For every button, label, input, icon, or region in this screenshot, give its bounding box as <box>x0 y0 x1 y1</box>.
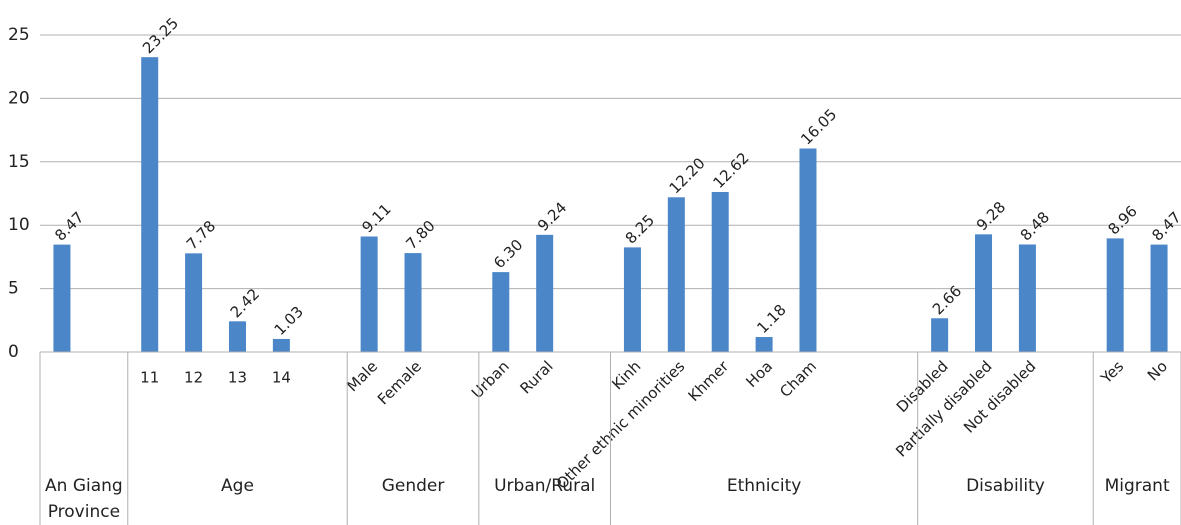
data-label: 9.24 <box>534 198 570 234</box>
x-tick-label: Khmer <box>685 357 733 405</box>
data-label: 7.78 <box>183 217 219 253</box>
bar <box>1150 244 1168 352</box>
data-label: 2.42 <box>227 285 263 321</box>
data-label: 2.66 <box>929 282 965 318</box>
x-tick-label: 12 <box>184 369 203 387</box>
x-tick-label: Hoa <box>742 357 776 391</box>
x-tick-label: 14 <box>272 369 291 387</box>
data-label: 9.28 <box>973 198 1009 234</box>
data-label: 12.62 <box>709 149 752 192</box>
group-label: Migrant <box>1105 476 1170 496</box>
bar <box>755 337 773 352</box>
bar <box>404 253 422 352</box>
data-label: 9.11 <box>358 200 394 236</box>
group-label: Ethnicity <box>727 476 801 496</box>
group-label: Urban/Rural <box>494 476 595 496</box>
bar <box>667 197 685 352</box>
bar <box>799 148 817 352</box>
y-tick-label: 0 <box>8 342 19 362</box>
x-tick-label: Rural <box>517 357 557 397</box>
y-tick-label: 20 <box>8 88 30 108</box>
x-tick-label: Urban <box>468 357 513 402</box>
x-tick-label: 13 <box>228 369 247 387</box>
x-tick-label: Kinh <box>608 357 644 393</box>
data-label: 12.20 <box>666 154 709 197</box>
data-label: 23.25 <box>139 14 182 57</box>
bar <box>536 234 554 352</box>
y-tick-label: 25 <box>8 25 30 45</box>
y-tick-label: 10 <box>8 215 30 235</box>
group-label: Age <box>221 476 254 496</box>
bar <box>711 191 729 352</box>
bar <box>492 272 510 352</box>
bar <box>272 338 290 352</box>
bar <box>623 247 641 352</box>
group-label: Gender <box>382 476 445 496</box>
data-label: 8.25 <box>622 211 658 247</box>
x-tick-label: Male <box>343 357 381 395</box>
group-label: An Giang Province <box>45 476 123 522</box>
data-label: 8.47 <box>51 208 87 244</box>
x-tick-label: Yes <box>1097 357 1128 388</box>
bar <box>228 321 246 352</box>
y-tick-label: 15 <box>8 152 30 172</box>
x-tick-label: Female <box>374 357 425 408</box>
bar <box>975 234 993 352</box>
data-label: 16.05 <box>797 105 840 148</box>
bar <box>1106 238 1124 352</box>
data-label: 6.30 <box>490 236 526 272</box>
data-label: 1.03 <box>271 303 307 339</box>
data-label: 8.48 <box>1017 208 1053 244</box>
bar <box>53 244 71 352</box>
x-tick-label: Cham <box>776 357 820 401</box>
bar <box>185 253 203 352</box>
data-label: 8.96 <box>1104 202 1140 238</box>
bar <box>141 57 159 352</box>
y-tick-label: 5 <box>8 279 19 299</box>
bar <box>1018 244 1036 352</box>
data-label: 1.18 <box>753 301 789 337</box>
x-tick-label: No <box>1144 357 1171 384</box>
bar <box>360 236 378 352</box>
group-label: Disability <box>966 476 1045 496</box>
x-tick-label: 11 <box>140 369 159 387</box>
bar <box>931 318 949 352</box>
data-label: 8.47 <box>1148 208 1181 244</box>
data-label: 7.80 <box>402 217 438 253</box>
